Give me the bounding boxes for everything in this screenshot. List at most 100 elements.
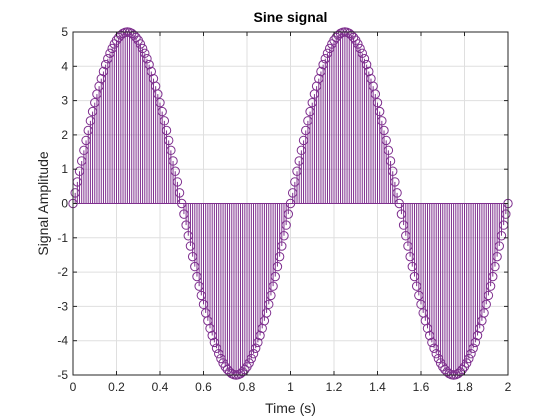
- stem-marker: [103, 54, 113, 64]
- stem-marker: [166, 145, 176, 156]
- markers: [68, 27, 513, 380]
- y-tick-label: 5: [61, 25, 68, 39]
- chart-title: Sine signal: [254, 9, 328, 25]
- y-tick-label: 3: [61, 94, 68, 108]
- stem-marker: [461, 358, 472, 368]
- stem-marker: [290, 177, 300, 187]
- stem-marker: [216, 353, 226, 364]
- stem-marker: [190, 261, 200, 272]
- stem-marker: [425, 330, 435, 341]
- stem-marker: [79, 145, 89, 156]
- stem-marker: [314, 73, 324, 84]
- stem-marker: [170, 166, 180, 176]
- x-tick-label: 0.2: [108, 380, 125, 394]
- stem-marker: [100, 59, 111, 70]
- x-tick-label: 0: [70, 380, 77, 394]
- stem-marker: [285, 198, 296, 209]
- stem-marker: [96, 73, 106, 84]
- stem-marker: [348, 32, 359, 43]
- y-tick-label: -3: [57, 299, 68, 313]
- stem-marker: [74, 166, 85, 176]
- stem-marker: [161, 125, 172, 136]
- stem-marker: [355, 43, 365, 54]
- stem-marker: [494, 241, 504, 251]
- stem-marker: [214, 349, 224, 359]
- stem-marker: [248, 349, 259, 359]
- stem-marker: [253, 337, 263, 348]
- stem-marker: [205, 323, 215, 334]
- stem-marker: [107, 43, 117, 54]
- stem-marker: [322, 48, 333, 58]
- stem-marker: [172, 177, 183, 187]
- stem-marker: [131, 32, 141, 43]
- stem-marker: [381, 135, 391, 146]
- stem-marker: [416, 299, 426, 310]
- stem-marker: [411, 281, 422, 291]
- stem-marker: [429, 343, 439, 353]
- stem-marker: [298, 135, 309, 146]
- y-tick-label: -4: [57, 334, 68, 348]
- stem-marker: [207, 330, 217, 341]
- stem-marker: [209, 337, 220, 348]
- y-axis-label: Signal Amplitude: [35, 151, 51, 256]
- stem-marker: [90, 97, 100, 108]
- stem-marker: [287, 188, 298, 198]
- stem-marker: [83, 125, 93, 136]
- stem-marker: [264, 299, 274, 310]
- stem-marker: [292, 166, 302, 176]
- stem-marker: [168, 156, 178, 166]
- stem-marker: [296, 145, 307, 156]
- stem-marker: [318, 59, 328, 70]
- stem-marker: [303, 116, 313, 126]
- stem-marker: [183, 231, 193, 241]
- stem-marker: [370, 89, 381, 99]
- stem-marker: [81, 135, 91, 146]
- stem-marker: [472, 330, 483, 341]
- stem-marker: [431, 349, 441, 359]
- stem-marker: [353, 39, 363, 49]
- stem-marker: [294, 156, 304, 166]
- stem-marker: [272, 261, 283, 272]
- y-tick-label: -5: [57, 368, 68, 382]
- stem-marker: [364, 66, 374, 77]
- stem-marker: [324, 43, 335, 54]
- y-tick-label: 4: [61, 59, 68, 73]
- stem-marker: [483, 290, 494, 301]
- stem-marker: [479, 308, 489, 318]
- stem-marker: [157, 106, 167, 117]
- stem-marker: [187, 251, 198, 262]
- stem-marker: [470, 337, 481, 348]
- stem-marker: [401, 231, 411, 241]
- stem-marker: [383, 145, 394, 156]
- stem-marker: [433, 353, 444, 364]
- stem-marker: [153, 89, 163, 99]
- stem-marker: [457, 364, 468, 375]
- stem-marker: [316, 66, 326, 77]
- stem-marker: [305, 106, 315, 117]
- stem-marker: [385, 156, 396, 166]
- stem-marker: [377, 116, 387, 126]
- x-axis-label: Time (s): [265, 400, 316, 416]
- stem-marker: [274, 251, 285, 262]
- stem-marker: [277, 241, 287, 251]
- stem-marker: [359, 54, 370, 64]
- stem-marker: [155, 97, 165, 108]
- stem-marker: [185, 241, 196, 251]
- stem-marker: [409, 271, 420, 282]
- stem-marker: [192, 271, 202, 282]
- stem-marker: [142, 54, 152, 64]
- stem-marker: [492, 251, 502, 262]
- stem-marker: [422, 323, 433, 334]
- y-tick-label: 2: [61, 128, 68, 142]
- stem-marker: [388, 166, 398, 176]
- stem-marker: [488, 271, 498, 282]
- stem-marker: [398, 220, 409, 230]
- stem-marker: [198, 299, 209, 310]
- x-tick-label: 1: [287, 380, 294, 394]
- y-tick-label: 1: [61, 162, 68, 176]
- stem-marker: [137, 43, 148, 54]
- stem-marker: [255, 330, 265, 341]
- stem-marker: [361, 59, 372, 70]
- stem-marker: [357, 48, 367, 58]
